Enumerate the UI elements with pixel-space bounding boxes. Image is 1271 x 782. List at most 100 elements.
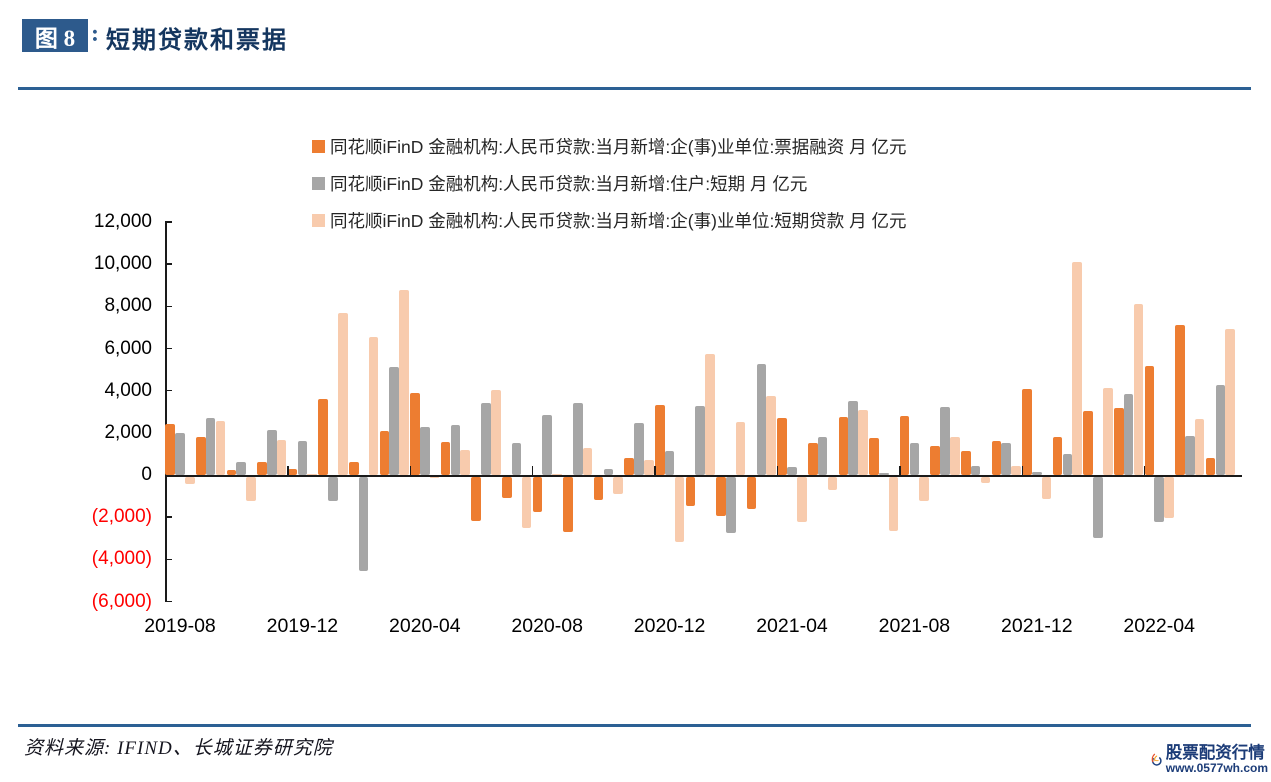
bar-2020-11-s0 <box>624 458 635 475</box>
bar-2022-04-s0 <box>1144 366 1155 475</box>
x-axis-tick <box>1021 466 1023 476</box>
y-axis-line <box>165 222 167 602</box>
y-axis-tick <box>165 305 172 308</box>
bar-2020-06-s1 <box>481 403 491 475</box>
watermark-site-name: 股票配资行情 <box>1165 744 1265 763</box>
x-axis-tick <box>531 466 534 476</box>
bar-2020-02-s2 <box>368 336 379 475</box>
bar-2019-10-s2 <box>246 476 256 502</box>
bar-2021-02-s1 <box>725 476 736 534</box>
bar-2022-05-s2 <box>1194 419 1205 475</box>
watermark-logo-icon <box>1151 753 1162 766</box>
bar-2020-04-s1 <box>419 426 430 475</box>
y-axis-tick-label: 12,000 <box>93 211 152 232</box>
bar-2020-07-s1 <box>511 443 522 475</box>
x-axis-tick-label: 2020-12 <box>633 615 706 637</box>
bar-2021-03-s1 <box>756 364 767 475</box>
bar-2020-10-s2 <box>613 476 624 495</box>
bar-2021-11-s0 <box>991 441 1002 475</box>
y-axis-tick-label: 8,000 <box>104 295 152 317</box>
bar-2020-06-s0 <box>471 476 482 521</box>
legend-item-1: 同花顺iFinD 金融机构:人民币贷款:当月新增:住户:短期 月 亿元 <box>312 172 907 195</box>
y-axis-tick-label: 4,000 <box>104 379 152 401</box>
bar-2020-03-s1 <box>389 366 400 475</box>
bar-2022-02-s2 <box>1102 388 1113 475</box>
bar-2021-10-s2 <box>980 476 991 483</box>
footer-divider <box>18 724 1251 727</box>
y-axis-tick <box>165 221 172 223</box>
bar-2020-03-s0 <box>379 430 390 475</box>
bar-2019-12-s0 <box>287 469 298 475</box>
bar-2022-03-s0 <box>1113 407 1124 475</box>
bar-2021-04-s1 <box>787 467 797 475</box>
bar-2021-07-s1 <box>878 473 889 475</box>
bar-2019-11-s2 <box>276 440 287 475</box>
bar-chart-plot: 12,000 10,000 8,000 6,000 4,000 2,000 0 (2,000)… <box>91 211 1242 637</box>
bar-2021-03-s0 <box>746 476 757 509</box>
bar-2019-08-s2 <box>184 476 195 484</box>
x-axis-tick-label: 2021-04 <box>756 615 828 637</box>
bar-2020-08-s1 <box>542 415 553 475</box>
legend-label: 同花顺iFinD 金融机构:人民币贷款:当月新增:住户:短期 月 亿元 <box>330 174 808 194</box>
bar-2019-08-s1 <box>175 432 185 475</box>
bar-2019-10-s0 <box>226 470 237 475</box>
bar-2021-06-s0 <box>838 417 849 475</box>
bar-2022-05-s0 <box>1175 324 1185 475</box>
x-axis-tick-label: 2019-12 <box>266 615 339 637</box>
legend-label: 同花顺iFinD 金融机构:人民币贷款:当月新增:企(事)业单位:票据融资 月 … <box>330 137 907 157</box>
bar-2020-11-s2 <box>643 459 654 475</box>
y-axis-tick <box>165 263 172 265</box>
bar-2020-10-s0 <box>593 476 604 501</box>
bar-2020-04-s0 <box>410 392 420 475</box>
bar-2021-08-s0 <box>899 415 910 475</box>
bar-2021-03-s2 <box>766 395 777 475</box>
bar-2020-12-s0 <box>654 404 665 475</box>
bar-2019-11-s0 <box>257 461 267 475</box>
bar-2021-11-s2 <box>1011 466 1021 475</box>
x-axis-line <box>165 475 1242 477</box>
y-axis-tick-label: (2,000) <box>91 506 152 528</box>
x-axis-tick-label: 2021-12 <box>1001 615 1073 637</box>
bar-2021-05-s0 <box>807 442 818 475</box>
x-axis-tick-label: 2020-08 <box>511 615 583 637</box>
bar-2022-01-s1 <box>1062 453 1073 475</box>
chart-legend: 同花顺iFinD 金融机构:人民币贷款:当月新增:企(事)业单位:票据融资 月 … <box>312 135 907 246</box>
y-axis-tick <box>165 389 172 392</box>
bar-2022-02-s0 <box>1083 410 1094 475</box>
bar-2020-02-s1 <box>358 476 369 572</box>
y-axis-tick-label: (4,000) <box>91 548 152 570</box>
bar-2022-05-s1 <box>1184 436 1195 475</box>
bar-2021-01-s2 <box>705 353 715 475</box>
bar-2022-03-s1 <box>1123 393 1134 475</box>
x-axis-tick <box>899 466 901 476</box>
bar-2021-12-s2 <box>1041 476 1052 499</box>
legend-item-2: 同花顺iFinD 金融机构:人民币贷款:当月新增:企(事)业单位:短期贷款 月 … <box>312 209 907 232</box>
watermark-text: 股票配资行情 www.0577wh.com <box>1165 744 1268 775</box>
bar-2021-10-s0 <box>960 450 971 475</box>
legend-item-0: 同花顺iFinD 金融机构:人民币贷款:当月新增:企(事)业单位:票据融资 月 … <box>312 135 907 158</box>
bar-2021-06-s2 <box>858 409 868 475</box>
legend-swatch-icon <box>312 177 325 190</box>
y-axis-tick-label: 6,000 <box>104 337 152 359</box>
bar-2020-07-s0 <box>501 476 512 499</box>
bar-2021-02-s2 <box>735 422 746 475</box>
y-axis-tick-label: (6,000) <box>91 590 152 612</box>
bar-2021-10-s1 <box>970 466 981 475</box>
bar-2021-04-s2 <box>796 476 807 522</box>
y-axis-tick <box>165 347 172 350</box>
x-axis-tick-label: 2021-08 <box>878 615 951 637</box>
x-axis-tick-label: 2022-04 <box>1123 615 1195 637</box>
bar-2020-08-s0 <box>532 476 543 512</box>
bar-2021-05-s1 <box>817 436 828 475</box>
bar-2021-09-s1 <box>940 407 950 475</box>
bar-2020-05-s2 <box>460 449 471 475</box>
bar-2021-08-s2 <box>919 476 930 501</box>
bar-2019-08-s0 <box>165 423 176 475</box>
bar-2020-09-s2 <box>582 448 593 475</box>
x-axis-tick <box>654 466 656 476</box>
y-axis-tick-label: 10,000 <box>93 253 152 275</box>
x-axis-tick <box>1143 466 1146 476</box>
bar-2021-08-s1 <box>909 443 920 475</box>
bar-2019-12-s2 <box>307 474 318 475</box>
